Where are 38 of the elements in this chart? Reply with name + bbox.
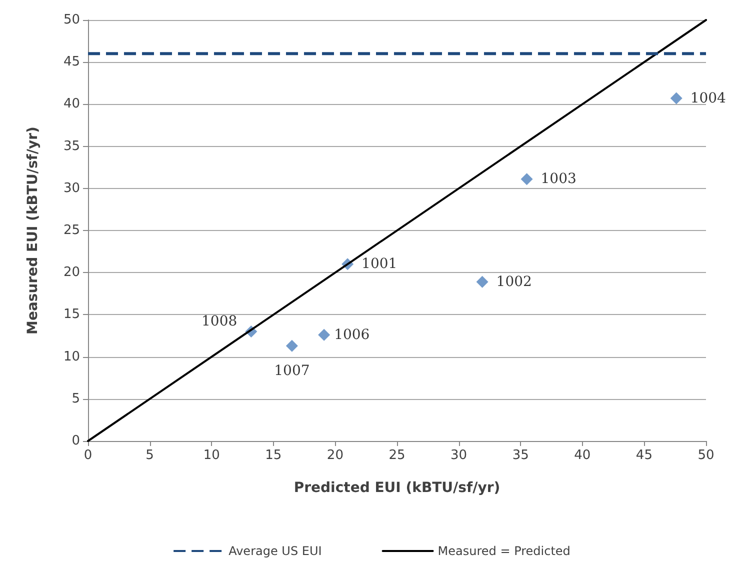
x-tick-label: 35 [512,448,529,463]
y-tick-label: 20 [63,265,80,280]
point [286,340,298,352]
y-tick-label: 35 [63,138,80,154]
x-tick-label: 40 [574,448,591,463]
x-tick-label: 20 [326,448,344,463]
x-axis-title: Predicted EUI (kBTU/sf/yr) [294,480,500,496]
point [520,173,533,186]
point [318,328,330,341]
x-tick-label: 0 [84,448,92,463]
x-tick-label: 25 [388,448,406,463]
y-tick-label: 40 [63,96,80,112]
legend-label: Average US EUI [228,544,322,558]
y-axis-title: Measured EUI (kBTU/sf/yr) [25,126,41,334]
x-tick-label: 10 [203,448,220,463]
annotation: 1001 [362,256,398,272]
annotation: 1008 [202,314,238,330]
point [476,276,488,288]
y-tick-label: 25 [63,223,80,238]
x-tick-label: 45 [636,448,652,463]
y-tick-label: 15 [63,307,80,322]
y-tick-label: 5 [72,391,80,406]
x-tick-label: 5 [146,448,154,463]
annotation: 1006 [334,326,370,343]
annotation: 1004 [690,90,726,106]
y-tick-label: 50 [63,12,80,28]
legend-label: Measured = Predicted [438,544,570,558]
x-tick-label: 15 [265,448,282,463]
x-tick-label: 50 [698,448,714,463]
annotation: 1002 [496,274,532,290]
y-tick-label: 30 [63,180,80,196]
y-tick-label: 10 [63,349,80,364]
annotation: 1007 [274,362,310,379]
point [670,92,682,104]
y-tick-label: 45 [63,54,80,70]
annotation: 1003 [540,171,576,188]
y-tick-label: 0 [72,434,80,448]
x-tick-label: 30 [450,448,468,463]
